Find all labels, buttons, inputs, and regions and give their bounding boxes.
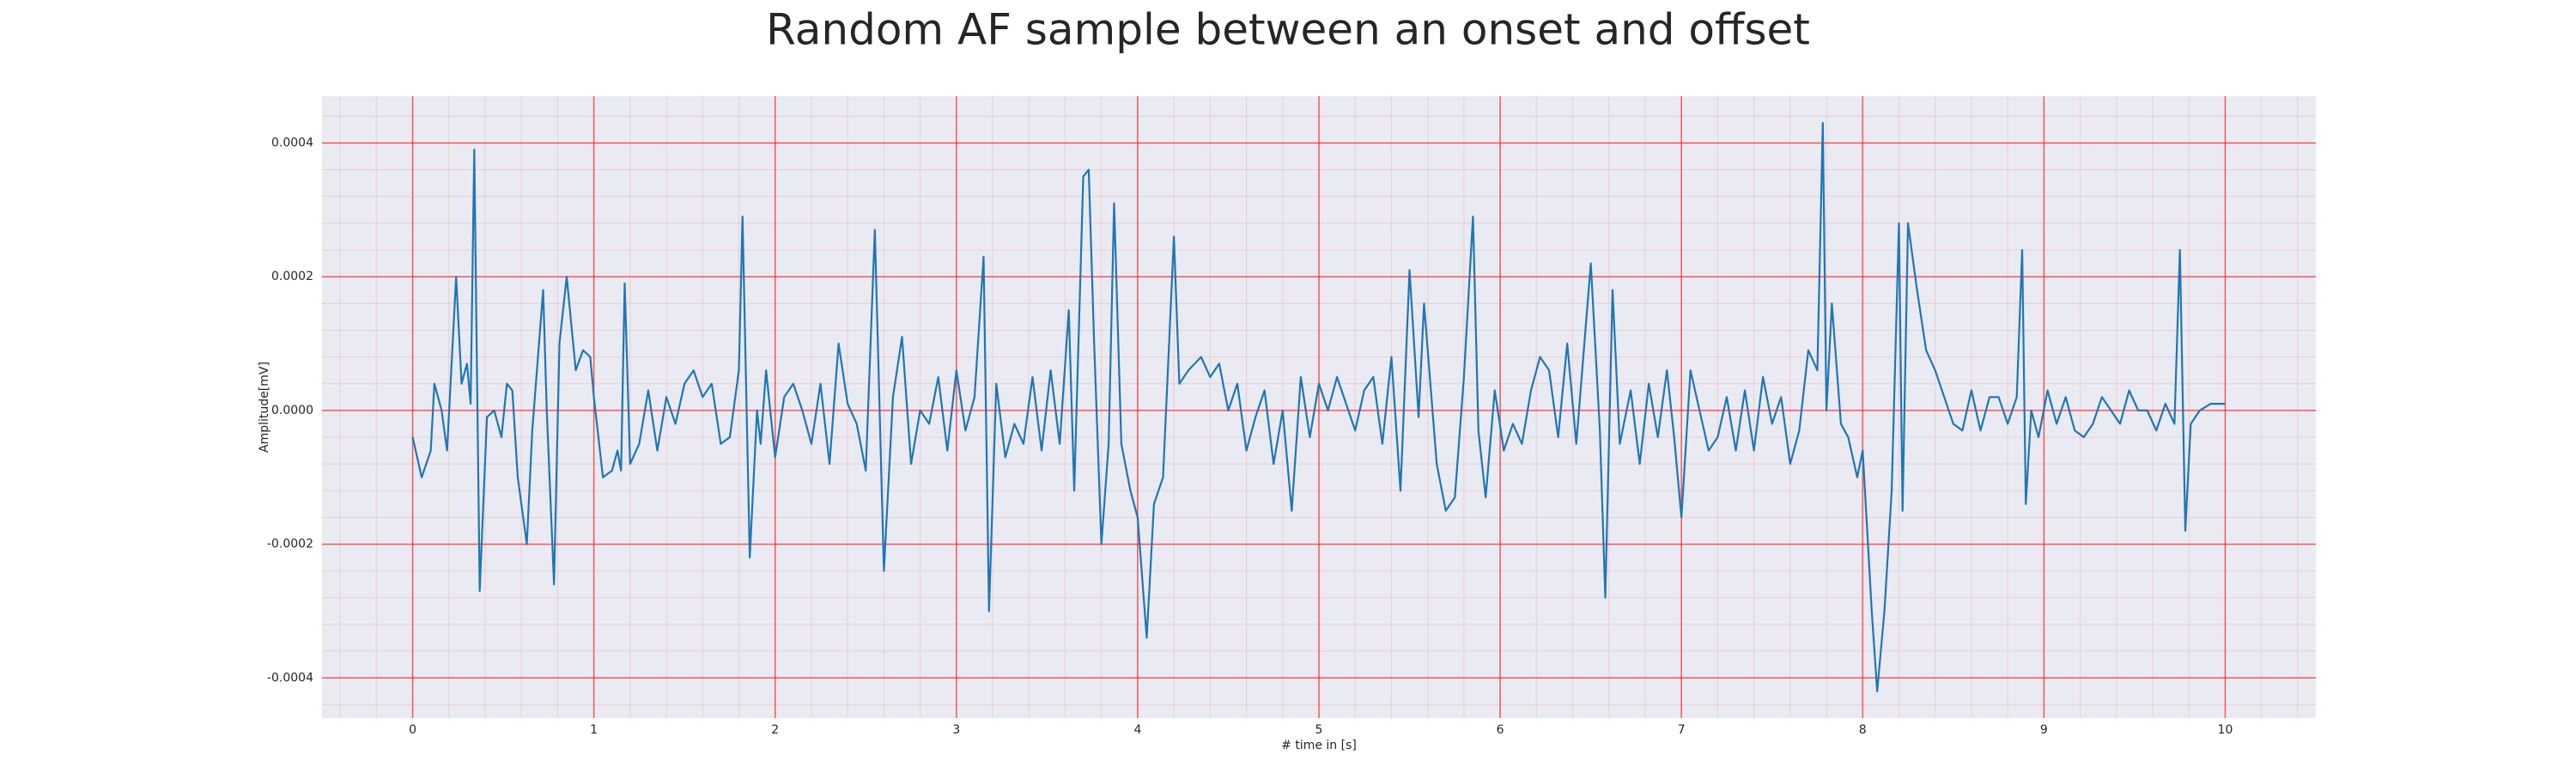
x-tick-label: 5 (1315, 723, 1323, 737)
x-tick-label: 10 (2218, 723, 2233, 737)
x-tick-label: 0 (409, 723, 416, 737)
y-axis-label: Amplitude[mV] (258, 362, 271, 453)
x-axis-label: # time in [s] (1281, 739, 1357, 752)
x-tick-label: 3 (952, 723, 960, 737)
x-tick-label: 9 (2040, 723, 2048, 737)
y-tick-label: 0.0000 (271, 404, 313, 417)
y-tick-label: 0.0004 (271, 136, 313, 149)
x-tick-label: 7 (1678, 723, 1686, 737)
chart-title: Random AF sample between an onset and of… (766, 5, 1810, 55)
x-tick-label: 4 (1133, 723, 1141, 737)
y-tick-label: -0.0004 (267, 671, 313, 685)
signal-line (411, 122, 2226, 692)
x-tick-label: 1 (590, 723, 598, 737)
x-tick-label: 8 (1859, 723, 1867, 737)
y-tick-label: -0.0002 (267, 538, 313, 551)
x-tick-label: 2 (771, 723, 779, 737)
x-tick-label: 6 (1497, 723, 1504, 737)
y-tick-label: 0.0002 (271, 270, 313, 283)
